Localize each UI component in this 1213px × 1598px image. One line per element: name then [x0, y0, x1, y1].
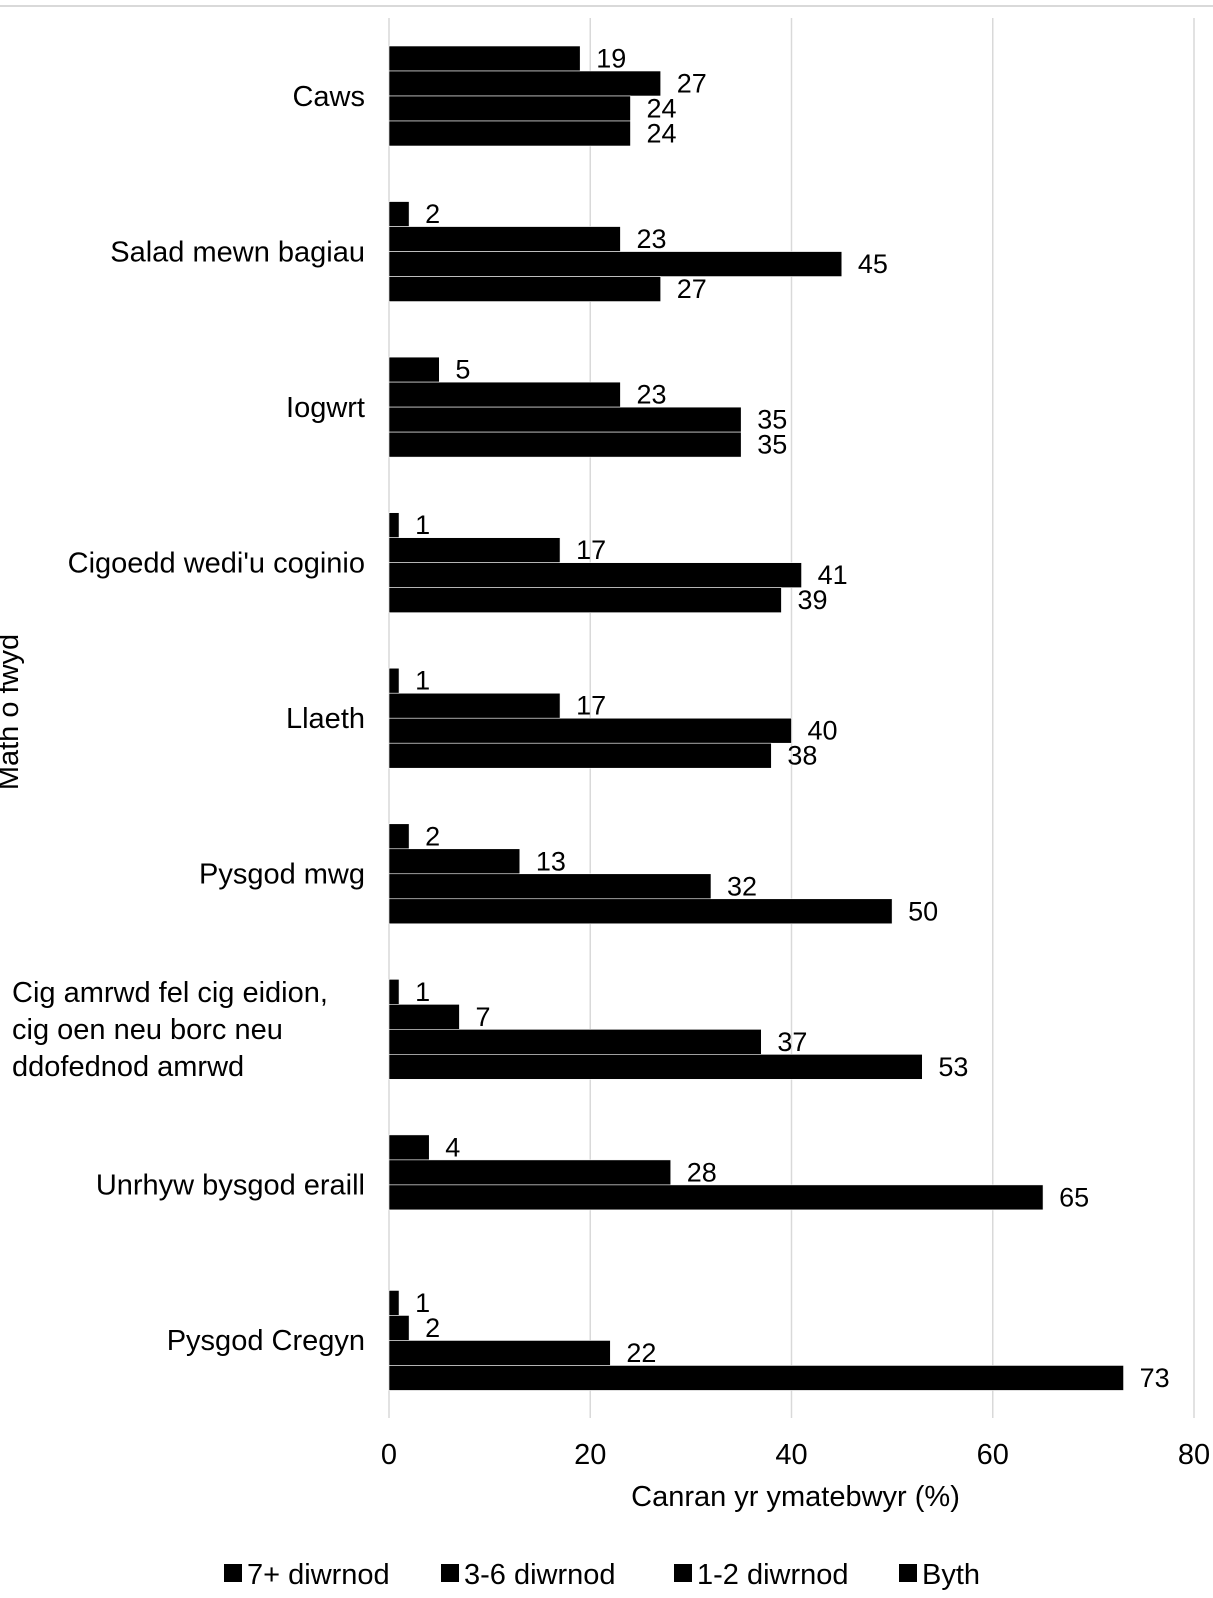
- category-label-6-line-0: Cig amrwd fel cig eidion,: [12, 977, 328, 1009]
- data-label-3-1: 17: [576, 535, 606, 565]
- data-label-5-3: 50: [908, 896, 938, 926]
- data-label-0-0: 19: [596, 44, 626, 74]
- bar-7-2: [388, 1184, 1044, 1211]
- x-tick-label-80: 80: [1178, 1439, 1210, 1471]
- bar-0-1: [388, 70, 661, 97]
- data-label-0-2: 24: [647, 94, 677, 124]
- legend-swatch-1: [441, 1564, 459, 1582]
- bar-2-1: [388, 381, 621, 408]
- data-label-8-2: 22: [626, 1338, 656, 1368]
- bar-2-0: [388, 356, 440, 383]
- data-label-1-3: 27: [677, 274, 707, 304]
- bar-3-1: [388, 537, 561, 563]
- bar-0-3: [388, 120, 631, 147]
- category-label-6-line-2: ddofednod amrwd: [12, 1051, 244, 1083]
- bar-1-0: [388, 201, 410, 227]
- category-label-1: Salad mewn bagiau: [110, 236, 365, 268]
- y-axis-title: Math o fwyd: [0, 634, 25, 790]
- category-label-5: Pysgod mwg: [199, 859, 365, 891]
- bar-8-2: [388, 1340, 611, 1366]
- data-label-4-1: 17: [576, 691, 606, 721]
- data-label-1-1: 23: [636, 224, 666, 254]
- data-label-8-1: 2: [425, 1313, 440, 1343]
- bar-0-2: [388, 95, 631, 122]
- bar-6-0: [388, 979, 400, 1005]
- data-label-0-1: 27: [677, 69, 707, 99]
- bar-4-1: [388, 692, 561, 719]
- legend-label-2: 1-2 diwrnod: [697, 1559, 849, 1591]
- bar-8-1: [388, 1315, 410, 1341]
- data-label-1-2: 45: [858, 249, 888, 279]
- data-label-2-0: 5: [455, 355, 470, 385]
- data-label-5-0: 2: [425, 821, 440, 851]
- data-label-6-1: 7: [475, 1002, 490, 1032]
- category-label-2: Iogwrt: [286, 392, 365, 424]
- bar-4-3: [388, 742, 772, 769]
- legend-label-3: Byth: [922, 1559, 980, 1591]
- data-label-2-3: 35: [757, 430, 787, 460]
- data-label-6-3: 53: [938, 1052, 968, 1082]
- data-label-3-3: 39: [797, 585, 827, 615]
- x-tick-label-0: 0: [381, 1439, 397, 1471]
- legend-swatch-3: [899, 1564, 917, 1582]
- data-label-4-2: 40: [808, 716, 838, 746]
- data-label-8-3: 73: [1140, 1363, 1170, 1393]
- bar-3-3: [388, 587, 782, 613]
- data-label-3-2: 41: [818, 560, 848, 590]
- bar-0-0: [388, 45, 581, 72]
- data-label-4-3: 38: [787, 741, 817, 771]
- bar-8-3: [388, 1365, 1124, 1391]
- data-label-7-1: 28: [687, 1157, 717, 1187]
- bar-7-0: [388, 1134, 430, 1161]
- data-label-1-0: 2: [425, 199, 440, 229]
- legend-label-0: 7+ diwrnod: [247, 1559, 390, 1591]
- category-label-6-line-1: cig oen neu borc neu: [12, 1014, 283, 1046]
- data-label-2-1: 23: [636, 380, 666, 410]
- category-label-0: Caws: [292, 81, 365, 113]
- bar-1-2: [388, 251, 843, 277]
- data-label-0-3: 24: [647, 119, 677, 149]
- legend-swatch-2: [674, 1564, 692, 1582]
- x-axis-title: Canran yr ymatebwyr (%): [631, 1481, 960, 1513]
- bar-2-2: [388, 406, 742, 433]
- legend-swatch-0: [224, 1564, 242, 1582]
- bar-1-1: [388, 226, 621, 252]
- top-border: [0, 5, 1213, 7]
- legend-label-1: 3-6 diwrnod: [464, 1559, 616, 1591]
- bar-5-0: [388, 823, 410, 850]
- category-label-7: Unrhyw bysgod eraill: [96, 1170, 365, 1202]
- category-label-3: Cigoedd wedi'u coginio: [68, 547, 365, 579]
- bar-6-2: [388, 1029, 762, 1055]
- bar-3-0: [388, 512, 400, 538]
- data-label-8-0: 1: [415, 1288, 430, 1318]
- bar-4-0: [388, 667, 400, 694]
- category-label-4: Llaeth: [286, 703, 365, 735]
- data-label-5-1: 13: [536, 846, 566, 876]
- data-label-2-2: 35: [757, 405, 787, 435]
- bar-2-3: [388, 431, 742, 458]
- x-tick-label-60: 60: [977, 1439, 1009, 1471]
- bar-8-0: [388, 1290, 400, 1316]
- x-tick-label-40: 40: [775, 1439, 807, 1471]
- bar-3-2: [388, 562, 802, 588]
- bar-4-2: [388, 717, 792, 744]
- data-label-6-2: 37: [777, 1027, 807, 1057]
- bar-5-2: [388, 873, 712, 900]
- bar-1-3: [388, 276, 661, 302]
- bar-6-1: [388, 1004, 460, 1030]
- data-label-7-2: 65: [1059, 1182, 1089, 1212]
- data-label-3-0: 1: [415, 510, 430, 540]
- x-tick-label-20: 20: [574, 1439, 606, 1471]
- data-label-5-2: 32: [727, 871, 757, 901]
- bar-6-3: [388, 1054, 923, 1080]
- data-label-7-0: 4: [445, 1132, 460, 1162]
- data-label-4-0: 1: [415, 666, 430, 696]
- category-label-8: Pysgod Cregyn: [167, 1325, 365, 1357]
- data-label-6-0: 1: [415, 977, 430, 1007]
- bar-7-1: [388, 1159, 672, 1186]
- bar-5-1: [388, 848, 521, 875]
- bar-5-3: [388, 898, 893, 925]
